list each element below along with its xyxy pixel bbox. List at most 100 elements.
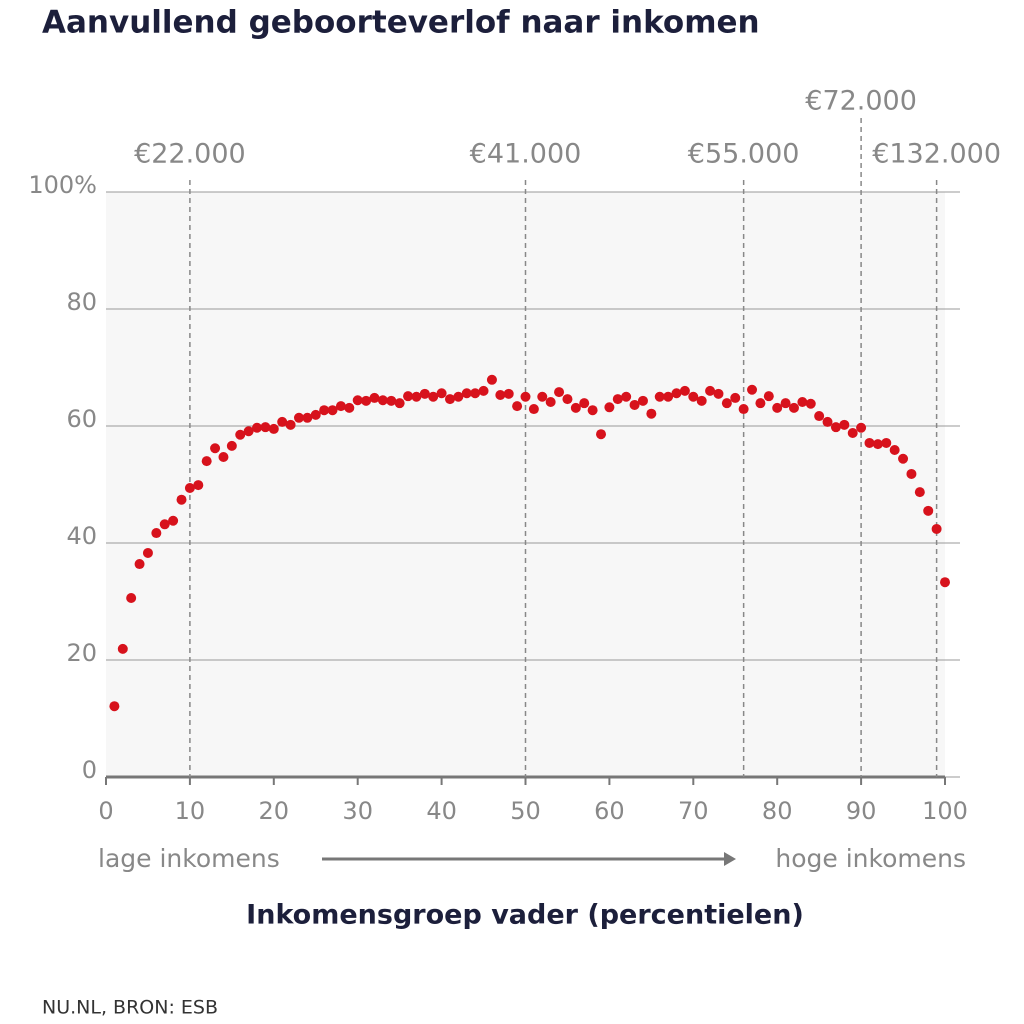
point	[252, 422, 263, 433]
point	[537, 391, 548, 402]
point	[763, 391, 774, 402]
point	[218, 452, 229, 463]
point	[134, 559, 145, 570]
reference-label: €55.000	[688, 139, 800, 170]
point	[377, 395, 388, 406]
point	[931, 523, 942, 534]
point	[419, 388, 430, 399]
reference-label: €22.000	[134, 139, 246, 170]
point	[797, 397, 808, 408]
point	[512, 401, 523, 412]
point	[679, 385, 690, 396]
point	[453, 391, 464, 402]
point	[235, 429, 246, 440]
point	[503, 388, 514, 399]
point	[671, 388, 682, 399]
point	[117, 643, 128, 654]
point	[621, 391, 632, 402]
point	[822, 416, 833, 427]
point	[579, 398, 590, 409]
point	[461, 388, 472, 399]
point	[528, 404, 539, 415]
x-tick-label: 20	[259, 797, 290, 825]
point	[629, 399, 640, 410]
point	[696, 395, 707, 406]
point	[898, 453, 909, 464]
point	[772, 402, 783, 413]
point	[923, 505, 934, 516]
point	[730, 392, 741, 403]
point	[713, 388, 724, 399]
arrow-head	[724, 852, 736, 866]
source: NU.NL, BRON: ESB	[42, 997, 218, 1019]
point	[352, 395, 363, 406]
point	[319, 405, 330, 416]
x-high-label: hoge inkomens	[775, 844, 966, 873]
point	[151, 528, 162, 539]
point	[243, 426, 254, 437]
point	[814, 411, 825, 422]
point	[872, 439, 883, 450]
point	[470, 388, 481, 399]
reference-label: €41.000	[470, 139, 582, 170]
x-tick-label: 60	[594, 797, 625, 825]
point	[495, 389, 506, 400]
point	[596, 429, 607, 440]
point	[906, 468, 917, 479]
point	[637, 395, 648, 406]
point	[327, 405, 338, 416]
point	[176, 494, 187, 505]
x-low-label: lage inkomens	[98, 844, 280, 873]
point	[277, 416, 288, 427]
point	[612, 394, 623, 405]
point	[805, 398, 816, 409]
y-tick-label: 20	[66, 639, 97, 667]
x-tick-label: 70	[678, 797, 709, 825]
point	[478, 385, 489, 396]
x-tick-label: 100	[922, 797, 968, 825]
x-tick-label: 80	[762, 797, 793, 825]
point	[881, 437, 892, 448]
chart-title: Aanvullend geboorteverlof naar inkomen	[42, 5, 760, 41]
point	[847, 428, 858, 439]
y-tick-label: 80	[66, 288, 97, 316]
point	[554, 387, 565, 398]
point	[738, 404, 749, 415]
point	[159, 519, 170, 530]
point	[545, 397, 556, 408]
point	[721, 398, 732, 409]
point	[604, 402, 615, 413]
point	[184, 483, 195, 494]
y-tick-label: 40	[66, 522, 97, 550]
point	[705, 385, 716, 396]
point	[646, 408, 657, 419]
point	[428, 391, 439, 402]
point	[856, 422, 867, 433]
point	[369, 392, 380, 403]
point	[587, 405, 598, 416]
point	[285, 419, 296, 430]
x-tick-label: 50	[510, 797, 541, 825]
point	[889, 444, 900, 455]
point	[335, 401, 346, 412]
point	[411, 391, 422, 402]
point	[688, 391, 699, 402]
y-tick-label: 0	[82, 756, 97, 784]
x-tick-label: 40	[426, 797, 457, 825]
point	[486, 374, 497, 385]
point	[109, 701, 120, 712]
reference-label: €132.000	[872, 139, 1001, 170]
point	[302, 412, 313, 423]
point	[126, 592, 137, 603]
x-tick-label: 90	[846, 797, 877, 825]
point	[361, 395, 372, 406]
x-axis-title: Inkomensgroep vader (percentielen)	[246, 900, 804, 931]
point	[520, 391, 531, 402]
point	[780, 398, 791, 409]
point	[788, 402, 799, 413]
point	[654, 391, 665, 402]
x-tick-label: 10	[175, 797, 206, 825]
point	[310, 409, 321, 420]
point	[747, 384, 758, 395]
